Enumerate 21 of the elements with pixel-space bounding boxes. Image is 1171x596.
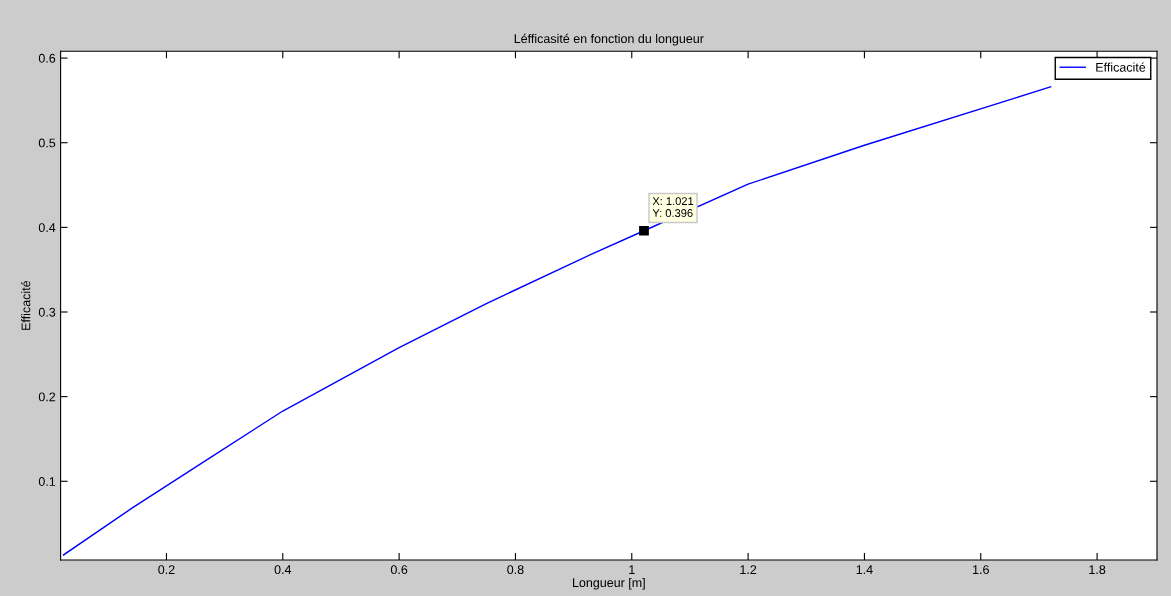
x-tick-label: 1	[629, 565, 635, 574]
x-tick-label: 1.6	[973, 565, 989, 575]
y-tick-label: 0.1	[38, 477, 56, 486]
x-tick-label: 1.8	[1089, 565, 1106, 575]
x-tick-label: 0.8	[507, 565, 524, 575]
x-tick-label: 0.2	[158, 565, 175, 575]
annotation: X: 1.021 Y: 0.396	[652, 197, 694, 217]
x-tick-label: 1.4	[856, 565, 873, 574]
x-tick-label: 0.6	[390, 565, 408, 575]
y-axis-title: Efficacité	[21, 280, 31, 330]
line-series	[62, 86, 1052, 556]
y-tick-label: 0.2	[38, 392, 56, 402]
y-tick-label: 0.3	[38, 307, 56, 317]
y-tick-label: 0.6	[38, 53, 56, 63]
y-tick-label: 0.4	[38, 223, 56, 233]
y-tick-label: 0.5	[38, 138, 56, 148]
x-tick-label: 1.2	[740, 565, 757, 574]
chart-title: Léfficasité en fonction du longueur	[514, 33, 704, 46]
x-tick-label: 0.4	[274, 565, 292, 575]
legend-label: Efficacité	[1096, 62, 1146, 72]
x-axis-title: Longueur [m]	[573, 577, 645, 590]
